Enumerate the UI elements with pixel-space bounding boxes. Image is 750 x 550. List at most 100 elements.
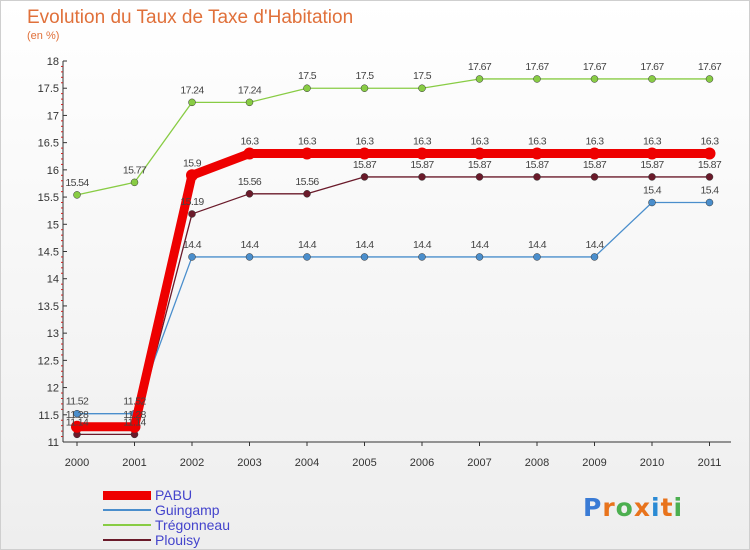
x-tick-label: 2000 <box>65 457 89 469</box>
x-tick-label: 2011 <box>698 457 722 469</box>
legend-label-plouisy: Plouisy <box>155 532 201 548</box>
data-label: 11.14 <box>123 416 146 428</box>
y-tick-label: 13.5 <box>38 301 59 313</box>
y-tick-label: 18 <box>47 56 59 68</box>
data-label: 15.19 <box>180 196 204 208</box>
data-label: 16.3 <box>585 136 604 148</box>
data-point <box>245 253 254 261</box>
data-label: 17.5 <box>355 70 374 82</box>
legend-item-guingamp: Guingamp <box>103 503 363 518</box>
data-label: 17.5 <box>413 70 432 82</box>
data-point <box>303 253 311 261</box>
data-label: 14.4 <box>528 239 547 251</box>
data-label: 14.4 <box>298 239 317 251</box>
y-tick-label: 13 <box>47 328 59 340</box>
y-tick-label: 14 <box>47 274 59 286</box>
data-point <box>590 75 599 83</box>
data-label: 14.4 <box>585 239 604 251</box>
data-label: 15.4 <box>643 185 662 197</box>
data-point <box>418 173 426 181</box>
legend-label-guingamp: Guingamp <box>155 502 220 518</box>
data-point <box>531 147 543 160</box>
x-tick-label: 2003 <box>237 457 261 469</box>
legend-swatch-pabu <box>103 490 151 500</box>
y-tick-label: 15 <box>47 219 59 231</box>
legend-swatch-plouisy <box>103 539 151 541</box>
legend-label-tregonneau: Trégonneau <box>155 517 230 533</box>
chart-title: Evolution du Taux de Taxe d'Habitation <box>27 7 354 28</box>
data-point <box>705 75 714 83</box>
data-label: 17.67 <box>698 61 722 73</box>
data-label: 11.28 <box>66 409 89 421</box>
data-label: 17.5 <box>298 70 317 82</box>
series-line-plouisy <box>76 176 711 436</box>
data-point <box>646 147 658 160</box>
logo-letter: o <box>615 493 634 522</box>
legend-swatch-tregonneau <box>103 524 151 526</box>
x-tick-label: 2010 <box>640 457 664 469</box>
data-point <box>73 409 81 418</box>
data-label: 15.54 <box>65 177 89 189</box>
x-tick-label: 2001 <box>122 457 146 469</box>
data-label: 15.56 <box>295 176 319 188</box>
series-line-pabu <box>72 149 714 432</box>
data-point <box>360 173 369 181</box>
logo-letter: i <box>651 493 661 522</box>
proxiti-logo: Proxiti <box>583 493 683 522</box>
y-tick-label: 11.5 <box>38 410 59 422</box>
legend-item-pabu: PABU <box>103 488 363 503</box>
data-point <box>245 98 254 107</box>
data-label: 16.3 <box>643 136 662 148</box>
x-tick-label: 2002 <box>180 457 204 469</box>
data-point <box>533 75 541 83</box>
data-point <box>590 253 599 261</box>
data-label: 15.87 <box>353 159 377 171</box>
data-label: 15.87 <box>583 159 607 171</box>
data-point <box>648 173 656 181</box>
data-point <box>358 147 371 160</box>
data-point <box>128 420 141 433</box>
chart-subtitle: (en %) <box>27 30 60 42</box>
data-label: 17.24 <box>238 84 262 96</box>
data-label: 15.87 <box>410 159 434 171</box>
data-point <box>475 173 484 181</box>
x-tick-label: 2007 <box>467 457 491 469</box>
legend: PABU Guingamp Trégonneau Plouisy <box>103 488 363 548</box>
data-point <box>705 173 714 181</box>
data-point <box>648 198 656 207</box>
data-point <box>71 420 83 433</box>
data-point <box>703 147 716 160</box>
data-point <box>648 75 656 83</box>
legend-label-pabu: PABU <box>155 487 193 503</box>
data-label: 16.3 <box>355 136 374 148</box>
x-tick-label: 2009 <box>582 457 606 469</box>
data-point <box>705 198 714 207</box>
data-point <box>245 190 254 198</box>
y-tick-label: 17 <box>47 110 59 122</box>
y-tick-label: 16.5 <box>38 138 59 150</box>
data-label: 16.3 <box>298 136 317 148</box>
data-label: 15.4 <box>700 185 719 197</box>
data-point <box>475 75 484 83</box>
x-tick-label: 2006 <box>410 457 434 469</box>
legend-swatch-guingamp <box>103 509 151 511</box>
y-tick-label: 15.5 <box>38 192 59 204</box>
data-point <box>130 178 139 187</box>
data-point <box>360 84 369 92</box>
data-label: 17.67 <box>525 61 549 73</box>
data-point <box>243 147 256 160</box>
logo-letter: P <box>583 493 603 522</box>
data-label: 11.14 <box>66 416 89 428</box>
data-point <box>418 84 426 92</box>
data-label: 16.3 <box>413 136 432 148</box>
y-tick-label: 17.5 <box>38 83 59 95</box>
data-point <box>588 147 601 160</box>
logo-letter: r <box>602 493 616 522</box>
data-label: 14.4 <box>355 239 374 251</box>
data-point <box>590 173 599 181</box>
data-label: 16.3 <box>240 136 259 148</box>
data-label: 15.9 <box>183 157 202 169</box>
data-label: 17.24 <box>180 84 204 96</box>
x-tick-label: 2005 <box>352 457 376 469</box>
